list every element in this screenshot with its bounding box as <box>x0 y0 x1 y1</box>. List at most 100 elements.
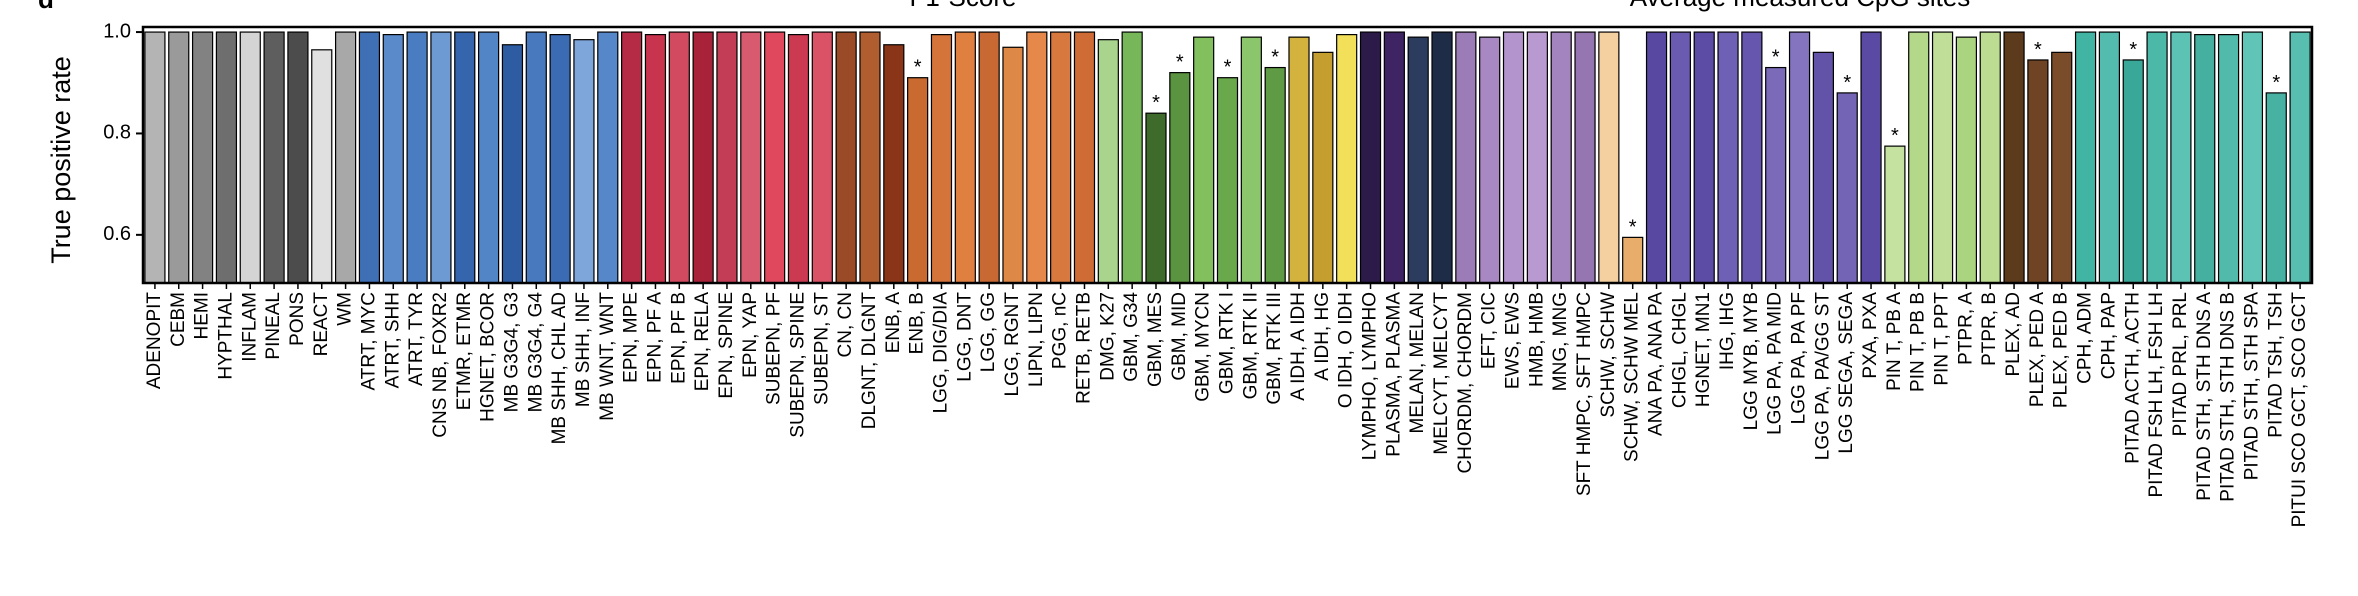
x-tick-label: PGG, nC <box>1050 292 1071 369</box>
x-tick-label: LGG, RGNT <box>1002 292 1023 397</box>
bar <box>549 34 571 284</box>
bar <box>1455 31 1477 284</box>
x-tick-label: SUBEPN, PF <box>764 292 785 405</box>
bar <box>1526 31 1548 284</box>
bar <box>525 31 547 284</box>
x-tick-label: EPN, RELA <box>692 292 713 392</box>
chart-title: Average measured CpG sites <box>1630 0 1971 12</box>
x-tick-label: HGNET, BCOR <box>478 292 499 422</box>
x-tick-label: EFT, CIC <box>1479 292 1500 369</box>
bar <box>1765 66 1787 284</box>
bar <box>1336 34 1358 284</box>
bar <box>787 34 810 284</box>
bar <box>358 31 381 284</box>
x-tick-label: CN, CN <box>835 292 856 357</box>
bar <box>978 31 1000 284</box>
bar <box>2051 51 2073 284</box>
bar <box>191 31 214 284</box>
bar <box>2194 34 2216 284</box>
bar <box>740 31 762 284</box>
x-tick-label: MNG, MNG <box>1550 292 1571 391</box>
x-tick-label: EPN, PF B <box>668 292 689 384</box>
bar <box>1502 31 1525 284</box>
x-tick-label: LGG, DIG/DIA <box>930 292 951 414</box>
bar <box>1097 39 1119 284</box>
bar <box>1121 31 1143 284</box>
x-tick-label: PITAD STH, STH DNS B <box>2218 292 2239 502</box>
bar <box>1193 36 1215 284</box>
bar <box>668 31 690 284</box>
significance-marker: * <box>1152 92 1160 114</box>
x-tick-label: GBM, MYCN <box>1193 292 1214 402</box>
x-tick-label: PITAD STH, STH DNS A <box>2194 292 2215 501</box>
x-tick-label: PLEX, PED A <box>2027 292 2048 407</box>
bar <box>501 44 524 284</box>
bar <box>2122 59 2144 284</box>
bar <box>239 31 261 284</box>
bar <box>859 31 881 284</box>
y-axis-label: True positive rate <box>46 56 76 264</box>
x-tick-label: SUBEPN, ST <box>811 292 832 405</box>
bar <box>954 31 976 284</box>
bar <box>1288 36 1310 284</box>
chart-title: F1-Score <box>910 0 1017 12</box>
x-tick-label: ENB, A <box>883 292 904 354</box>
x-tick-label: LIPN, LIPN <box>1026 292 1047 387</box>
x-tick-label: SUBEPN, SPINE <box>787 292 808 438</box>
bar <box>334 31 357 284</box>
x-tick-label: LGG, GG <box>978 292 999 372</box>
bar <box>1669 31 1691 284</box>
significance-marker: * <box>1176 52 1184 74</box>
bar <box>1884 145 1906 284</box>
bar <box>1002 46 1024 284</box>
bar <box>1693 31 1715 284</box>
bar <box>2074 31 2097 284</box>
x-tick-label: HYPTHAL <box>215 292 236 380</box>
bar <box>1240 36 1262 284</box>
x-tick-label: INFLAM <box>239 292 260 362</box>
y-tick-label: 0.8 <box>103 122 131 144</box>
bar <box>1312 51 1334 284</box>
significance-marker: * <box>914 57 922 79</box>
x-tick-label: GBM, MES <box>1145 292 1166 387</box>
x-tick-label: LGG PA, PA MID <box>1765 292 1786 435</box>
x-tick-label: CNS NB, FOXR2 <box>430 292 451 438</box>
x-tick-label: GBM, G34 <box>1121 292 1142 382</box>
x-tick-label: HGNET, MN1 <box>1693 292 1714 407</box>
bar <box>2027 59 2049 284</box>
x-tick-label: PTPR, A <box>1955 292 1976 365</box>
bar <box>287 31 309 284</box>
y-tick-label: 1.0 <box>103 20 131 42</box>
x-tick-label: EWS, EWS <box>1503 292 1524 389</box>
bar <box>1026 31 1048 284</box>
bar <box>1908 31 1930 284</box>
bar <box>1169 72 1191 284</box>
bar <box>1741 31 1763 284</box>
bar <box>1407 36 1429 284</box>
bar <box>883 44 905 284</box>
bar <box>644 34 667 284</box>
bar <box>477 31 500 284</box>
x-tick-label: PLEX, PED B <box>2051 292 2072 408</box>
bar <box>573 39 595 284</box>
bar <box>1979 31 2001 284</box>
x-tick-label: EPN, SPINE <box>716 292 737 399</box>
x-tick-label: PITAD FSH LH, FSH LH <box>2146 292 2167 498</box>
bar <box>1479 36 1501 284</box>
bar <box>597 31 619 284</box>
x-tick-label: MB SHH, INF <box>573 292 594 407</box>
x-tick-label: GBM, RTK II <box>1240 292 1261 399</box>
bar <box>621 31 643 284</box>
bar <box>1598 31 1620 284</box>
x-tick-label: PIN T, PPT <box>1932 292 1953 386</box>
x-tick-label: MB G3G4, G4 <box>525 292 546 413</box>
bar <box>1836 92 1858 284</box>
x-tick-label: EPN, YAP <box>740 292 761 378</box>
x-tick-label: A IDH, A IDH <box>1288 292 1309 401</box>
bar <box>2146 31 2168 284</box>
bar <box>2003 31 2025 284</box>
x-tick-label: REACT <box>311 292 332 357</box>
bar <box>2170 31 2192 284</box>
significance-marker: * <box>2034 39 2042 61</box>
x-tick-label: HEMI <box>192 292 213 340</box>
